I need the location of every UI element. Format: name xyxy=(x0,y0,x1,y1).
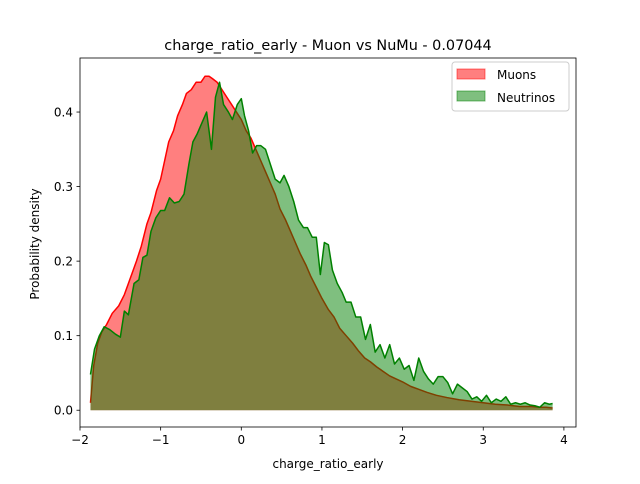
x-tick-label: −1 xyxy=(152,433,170,447)
x-tick-label: −2 xyxy=(71,433,89,447)
legend: Muons Neutrinos xyxy=(451,61,570,112)
y-tick-label: 0.1 xyxy=(54,329,73,343)
y-tick-label: 0.3 xyxy=(54,180,73,194)
neutrinos-line xyxy=(89,81,553,408)
y-tick-label: 0.4 xyxy=(54,105,73,119)
x-tick-label: 3 xyxy=(479,433,487,447)
neutrinos-area-fill xyxy=(90,82,553,411)
y-tick-label: 0.0 xyxy=(54,404,73,418)
y-axis-label: Probability density xyxy=(28,188,42,299)
axes-layer: −2 −1 0 1 2 3 4 0.0 0.1 0.2 0.3 0.4 xyxy=(54,57,577,447)
x-tick-label: 2 xyxy=(399,433,407,447)
plot-area xyxy=(89,75,553,411)
legend-swatch-neutrinos xyxy=(456,90,486,102)
x-tick-label: 0 xyxy=(237,433,245,447)
x-axis-label: charge_ratio_early xyxy=(272,457,383,471)
legend-label-muons: Muons xyxy=(497,68,536,82)
axes-frame xyxy=(79,57,577,428)
legend-label-neutrinos: Neutrinos xyxy=(497,91,555,105)
y-tick-label: 0.2 xyxy=(54,254,73,268)
chart-title: charge_ratio_early - Muon vs NuMu - 0.07… xyxy=(164,38,491,54)
x-tick-label: 4 xyxy=(560,433,568,447)
legend-swatch-muons xyxy=(456,68,486,80)
x-tick-label: 1 xyxy=(318,433,326,447)
